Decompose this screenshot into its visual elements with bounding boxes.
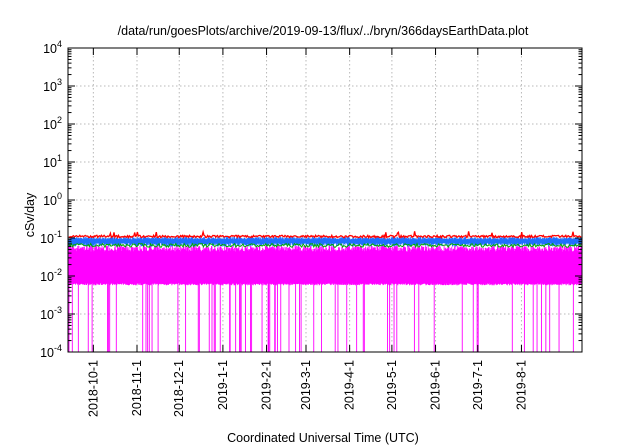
series-group <box>68 229 582 352</box>
x-tick-label: 2019-2-1 <box>260 360 274 410</box>
y-tick-label: 104 <box>43 39 62 56</box>
y-tick-label: 100 <box>43 191 62 208</box>
series-blue <box>68 236 582 247</box>
y-tick-label: 10-1 <box>40 229 62 246</box>
x-tick-label: 2018-11-1 <box>130 360 144 416</box>
x-axis-label: Coordinated Universal Time (UTC) <box>227 431 419 445</box>
x-tick-label: 2019-8-1 <box>514 360 528 410</box>
x-tick-label: 2019-3-1 <box>299 360 313 410</box>
x-axis-ticks: 2018-10-1 2018-11-1 2018-12-1 2019-1-1 2019-… <box>86 48 528 417</box>
x-tick-label: 2018-10-1 <box>86 360 100 417</box>
series-red <box>68 229 582 240</box>
grid <box>68 48 582 352</box>
series-magenta <box>68 245 582 352</box>
chart-title: /data/run/goesPlots/archive/2019-09-13/f… <box>118 24 529 38</box>
y-tick-label: 10-2 <box>40 267 62 284</box>
y-tick-label: 101 <box>43 153 62 170</box>
series-green <box>68 242 582 249</box>
y-tick-label: 10-4 <box>40 343 62 360</box>
x-tick-label: 2019-5-1 <box>385 360 399 410</box>
y-tick-label: 102 <box>43 115 62 132</box>
x-tick-label: 2019-6-1 <box>429 360 443 410</box>
x-tick-label: 2019-4-1 <box>343 360 357 410</box>
y-axis-ticks: 10-4 10-3 10-2 10-1 100 101 102 103 104 <box>40 39 582 360</box>
x-tick-label: 2019-1-1 <box>216 360 230 410</box>
x-tick-label: 2019-7-1 <box>471 360 485 410</box>
y-axis-label: cSv/day <box>23 192 37 237</box>
y-tick-label: 10-3 <box>40 305 62 322</box>
x-tick-label: 2018-12-1 <box>172 360 186 417</box>
y-tick-label: 103 <box>43 77 62 94</box>
